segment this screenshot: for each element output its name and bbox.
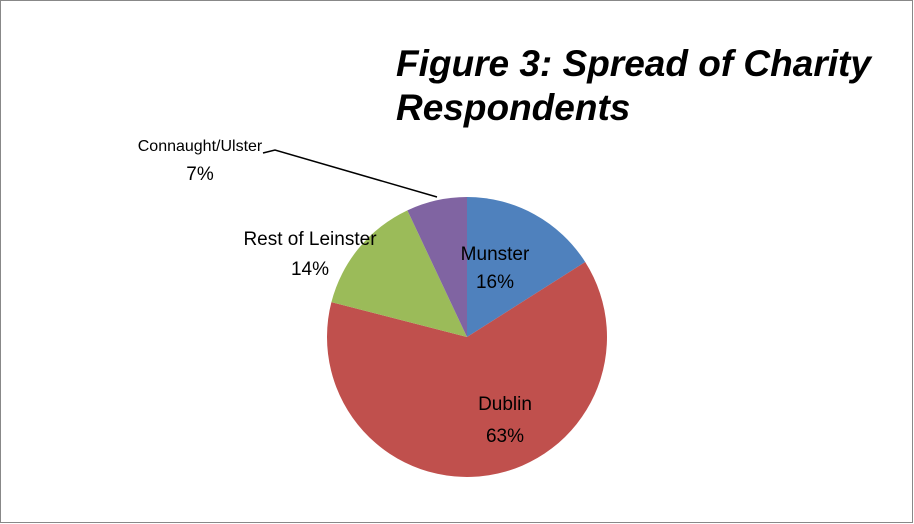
pie-slice xyxy=(407,197,467,337)
slice-label: Dublin xyxy=(478,394,532,415)
slice-value-label: 16% xyxy=(476,272,514,293)
leader-line xyxy=(262,149,438,198)
pie-slice xyxy=(467,197,586,337)
slice-label: Connaught/Ulster xyxy=(138,138,263,155)
pie-slice xyxy=(331,210,467,337)
slice-value-label: 63% xyxy=(486,426,524,447)
pie-slice xyxy=(327,261,608,477)
chart-title: Figure 3: Spread of Charity Respondents xyxy=(396,43,871,128)
slice-value-label: 7% xyxy=(186,164,214,185)
slice-label: Rest of Leinster xyxy=(243,229,377,250)
pie xyxy=(327,197,608,477)
slice-label: Munster xyxy=(461,244,530,265)
slice-value-label: 14% xyxy=(291,259,329,280)
